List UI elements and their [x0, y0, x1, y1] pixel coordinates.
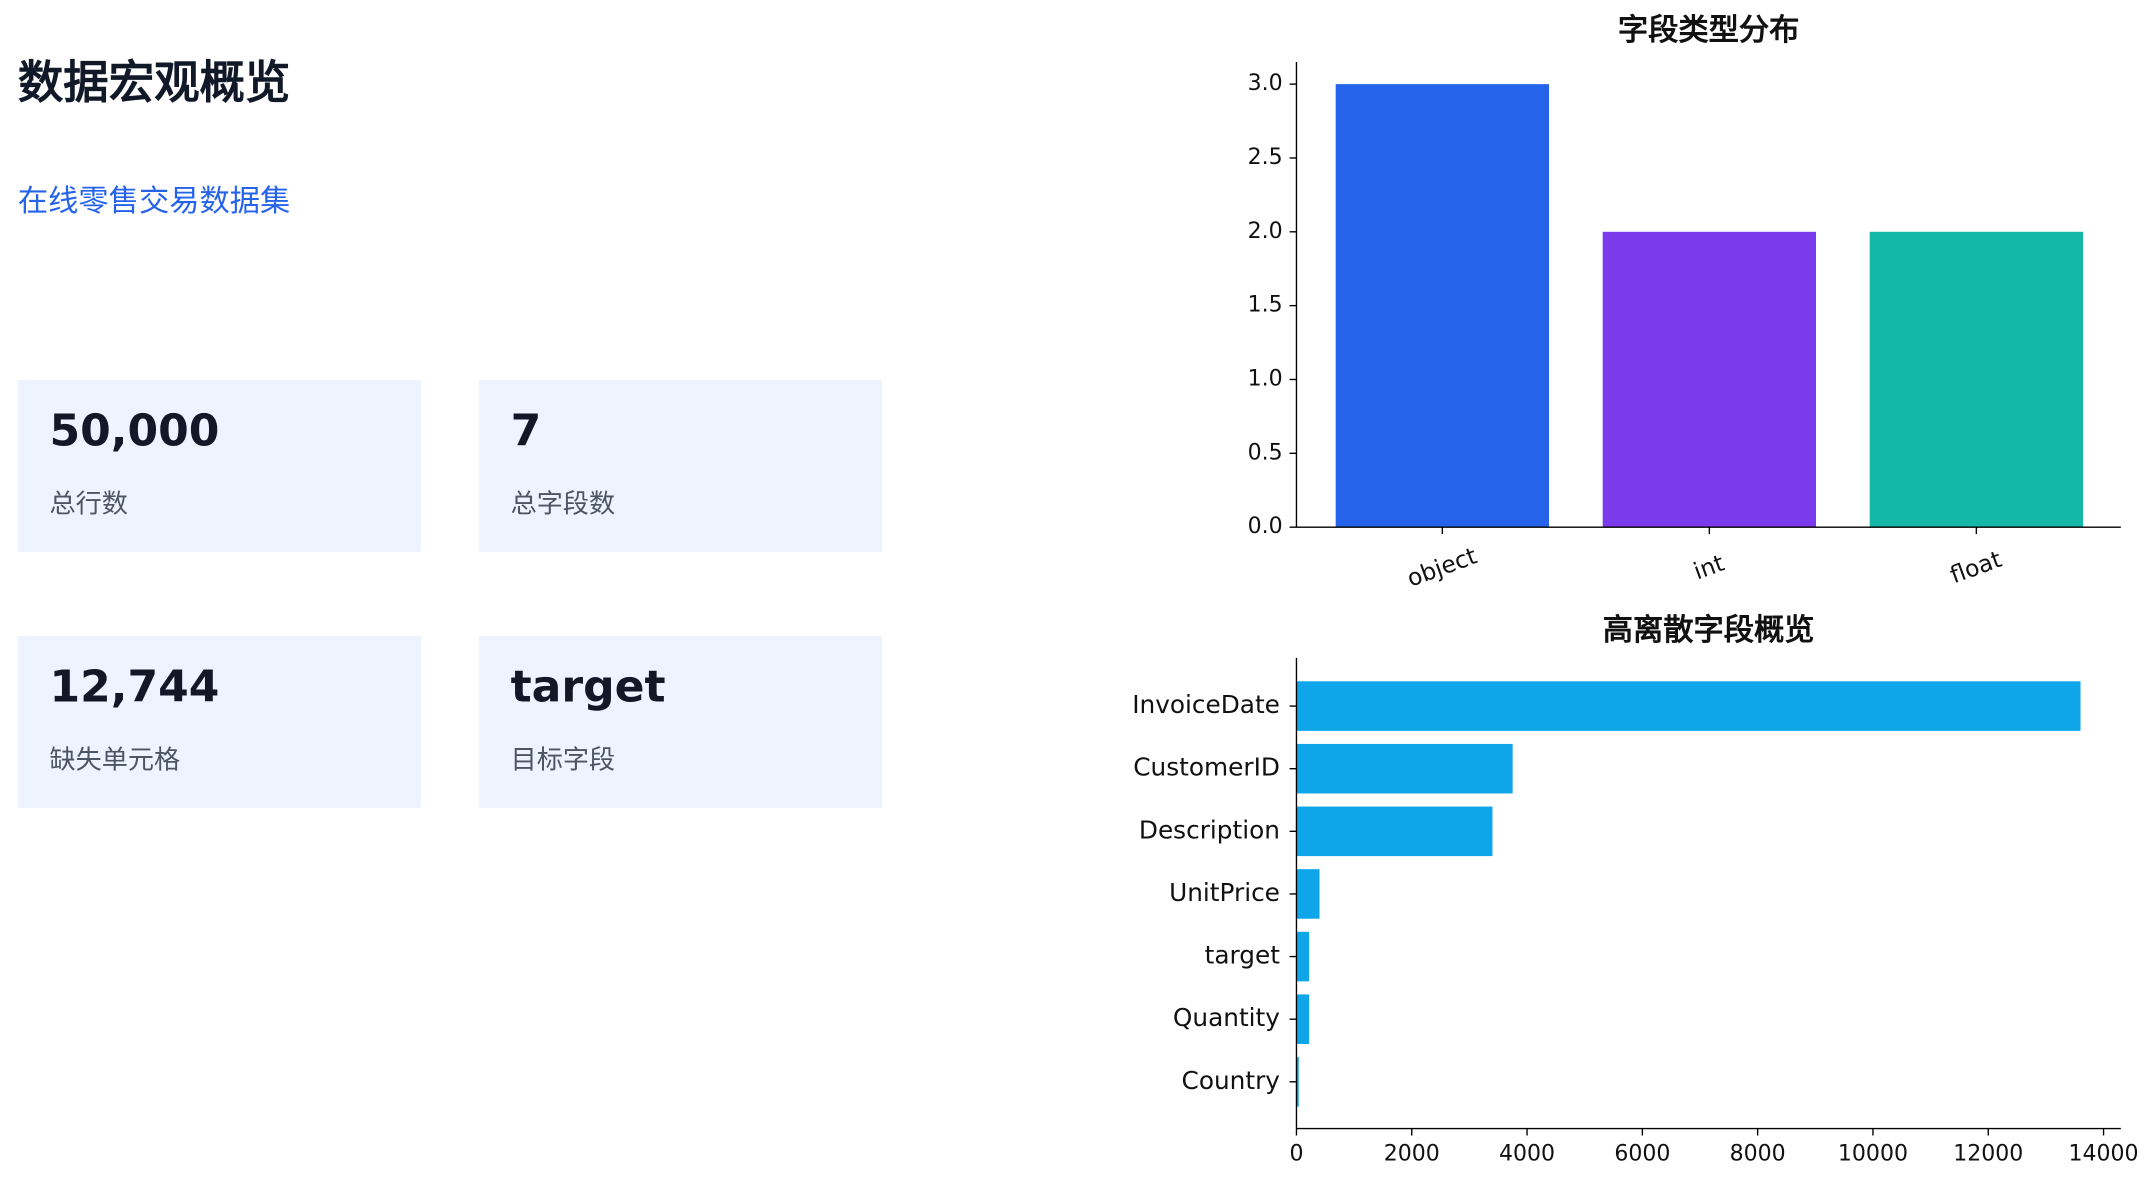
stat-label: 总行数 [50, 490, 128, 520]
y-tick-label: CustomerID [1133, 753, 1280, 782]
y-tick-label: 1.0 [1248, 366, 1283, 391]
stat-card [478, 379, 883, 552]
stat-card [17, 635, 422, 808]
y-tick-label: Description [1139, 815, 1280, 844]
x-tick-label: 14000 [2069, 1142, 2139, 1167]
y-tick-label: 2.5 [1248, 145, 1283, 170]
y-tick-label: 0.5 [1248, 440, 1283, 465]
bar [1296, 806, 1493, 857]
stat-value: 7 [511, 406, 542, 457]
y-tick-label: target [1205, 941, 1281, 970]
stat-value: 50,000 [50, 406, 220, 457]
stat-label: 缺失单元格 [50, 746, 181, 776]
stat-value: 12,744 [50, 662, 220, 713]
x-tick-label: 2000 [1384, 1142, 1440, 1167]
y-tick-label: 1.5 [1248, 293, 1283, 318]
y-tick-label: Country [1182, 1066, 1280, 1095]
subtitle: 在线零售交易数据集 [18, 184, 290, 219]
bar [1869, 231, 2084, 528]
y-tick-label: 3.0 [1248, 71, 1283, 96]
bar [1296, 994, 1310, 1044]
y-tick-label: InvoiceDate [1132, 690, 1280, 719]
bar [1296, 1057, 1299, 1107]
y-tick-label: 2.0 [1248, 219, 1283, 244]
chart-title: 高离散字段概览 [1603, 612, 1815, 648]
bar [1296, 743, 1513, 794]
page-title: 数据宏观概览 [18, 56, 290, 109]
x-tick-label: 4000 [1499, 1142, 1555, 1167]
x-tick-label: 8000 [1730, 1142, 1786, 1167]
x-tick-label: 6000 [1614, 1142, 1670, 1167]
stat-value: target [511, 662, 666, 713]
x-tick-label: float [1946, 545, 2005, 589]
x-tick-label: 10000 [1838, 1142, 1908, 1167]
x-tick-label: int [1690, 549, 1728, 586]
x-tick-label: 12000 [1953, 1142, 2023, 1167]
y-tick-label: 0.0 [1248, 514, 1283, 539]
y-tick-label: UnitPrice [1169, 878, 1280, 907]
stat-card [478, 635, 883, 808]
bar [1335, 84, 1550, 528]
x-tick-label: 0 [1289, 1142, 1303, 1167]
bar [1296, 681, 2081, 731]
y-tick-label: Quantity [1173, 1003, 1280, 1032]
stat-label: 总字段数 [511, 490, 616, 520]
chart-title: 字段类型分布 [1618, 12, 1800, 48]
x-tick-label: object [1403, 542, 1480, 593]
stat-card [17, 379, 422, 552]
bar [1296, 869, 1320, 919]
bar [1296, 931, 1310, 982]
bar [1602, 231, 1817, 528]
stat-label: 目标字段 [511, 746, 616, 776]
